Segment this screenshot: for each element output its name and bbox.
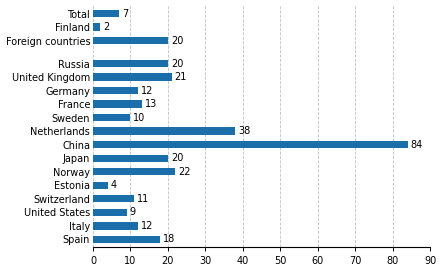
Text: 13: 13 — [145, 99, 157, 109]
Text: 2: 2 — [103, 22, 110, 32]
Bar — [93, 73, 171, 81]
Bar — [93, 87, 138, 94]
Bar — [93, 141, 408, 149]
Bar — [93, 181, 108, 189]
Bar — [93, 128, 236, 135]
Text: 84: 84 — [411, 140, 423, 150]
Text: 10: 10 — [133, 113, 146, 123]
Bar — [93, 154, 168, 162]
Bar — [93, 195, 134, 202]
Bar — [93, 209, 127, 216]
Text: 20: 20 — [171, 153, 183, 163]
Bar — [93, 100, 142, 108]
Text: 9: 9 — [130, 207, 136, 217]
Text: 20: 20 — [171, 36, 183, 46]
Bar — [93, 10, 119, 17]
Bar — [93, 60, 168, 67]
Text: 21: 21 — [175, 72, 187, 82]
Text: 12: 12 — [141, 86, 153, 96]
Text: 18: 18 — [164, 234, 175, 244]
Bar — [93, 114, 130, 121]
Bar — [93, 168, 175, 175]
Bar — [93, 236, 160, 243]
Text: 22: 22 — [179, 167, 191, 177]
Bar — [93, 23, 100, 31]
Bar — [93, 222, 138, 230]
Text: 7: 7 — [122, 9, 129, 19]
Text: 11: 11 — [137, 194, 149, 204]
Text: 4: 4 — [111, 180, 117, 190]
Text: 38: 38 — [238, 126, 251, 136]
Bar — [93, 37, 168, 44]
Text: 20: 20 — [171, 59, 183, 69]
Text: 12: 12 — [141, 221, 153, 231]
